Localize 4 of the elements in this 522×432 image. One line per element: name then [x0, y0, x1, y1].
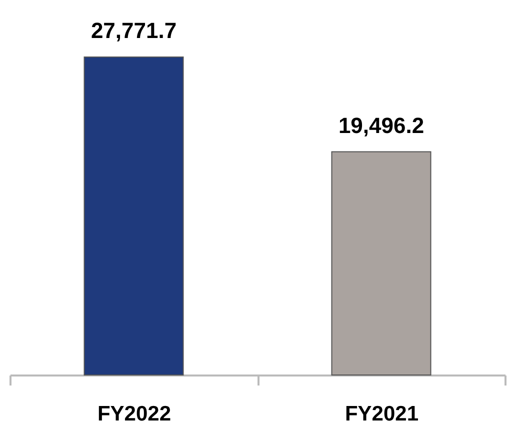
x-tick-label: FY2022 — [97, 402, 172, 426]
x-tick-label: FY2021 — [344, 402, 419, 426]
data-label: 19,496.2 — [338, 112, 424, 138]
data-label: 27,771.7 — [90, 18, 177, 43]
